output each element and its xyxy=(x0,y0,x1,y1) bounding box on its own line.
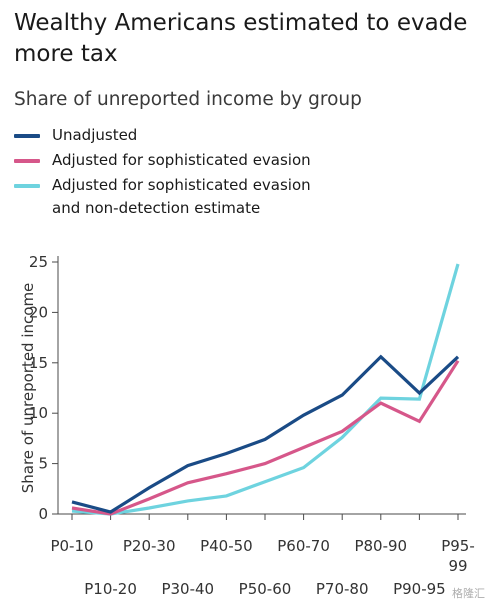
legend-label: Adjusted for sophisticated evasion and n… xyxy=(52,176,311,217)
x-tick-label: P70-80 xyxy=(316,580,369,598)
chart-subtitle: Share of unreported income by group xyxy=(14,89,362,110)
legend: Unadjusted Adjusted for sophisticated eva… xyxy=(14,124,484,222)
y-tick-label: 20 xyxy=(29,303,48,321)
legend-item: Adjusted for sophisticated evasion and n… xyxy=(14,174,484,220)
legend-swatch xyxy=(14,134,40,138)
y-tick-label: 25 xyxy=(29,253,48,271)
x-tick-label: P30-40 xyxy=(161,580,214,598)
series-line xyxy=(71,359,460,516)
x-tick-label: P40-50 xyxy=(200,537,253,555)
line-chart: 0 5 10 15 20 25 Share of unreported income P0-1… xyxy=(19,253,475,598)
x-tick-label: P0-10 xyxy=(50,537,93,555)
y-tick-label: 10 xyxy=(29,404,48,422)
x-tick-label: P80-90 xyxy=(354,537,407,555)
y-tick-label: 15 xyxy=(29,354,48,372)
y-tick-label: 0 xyxy=(38,505,48,523)
x-tick-label: P50-60 xyxy=(239,580,292,598)
legend-swatch xyxy=(14,184,40,188)
y-tick-label: 5 xyxy=(38,455,48,473)
x-tick-label: P90-95 xyxy=(393,580,446,598)
series-line xyxy=(71,354,460,514)
watermark: 格隆汇 xyxy=(452,587,485,600)
series-line xyxy=(71,263,460,516)
x-tick-label: P10-20 xyxy=(84,580,137,598)
chart-title: Wealthy Americans estimated to evade mor… xyxy=(14,10,468,67)
legend-label: Unadjusted xyxy=(52,126,138,144)
x-tick-label: P95-99 xyxy=(441,537,475,575)
legend-label: Adjusted for sophisticated evasion xyxy=(52,151,311,169)
legend-item: Adjusted for sophisticated evasion xyxy=(14,149,484,172)
x-tick-label: P60-70 xyxy=(277,537,330,555)
legend-swatch xyxy=(14,159,40,163)
x-tick-label: P20-30 xyxy=(123,537,176,555)
legend-item: Unadjusted xyxy=(14,124,484,147)
y-axis-title: Share of unreported income xyxy=(19,283,37,494)
